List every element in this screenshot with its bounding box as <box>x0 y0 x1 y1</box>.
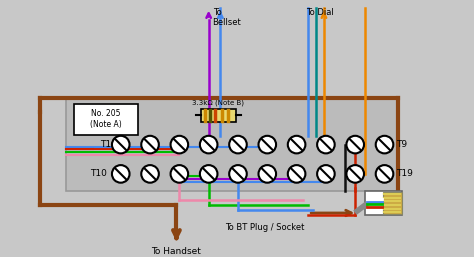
Text: No. 205
(Note A): No. 205 (Note A) <box>90 109 122 129</box>
Circle shape <box>376 136 393 153</box>
FancyBboxPatch shape <box>365 191 402 215</box>
Text: 3.3kΩ (Note B): 3.3kΩ (Note B) <box>192 99 245 106</box>
Circle shape <box>112 165 129 183</box>
Circle shape <box>229 136 247 153</box>
Circle shape <box>317 136 335 153</box>
Circle shape <box>317 165 335 183</box>
Circle shape <box>288 136 305 153</box>
Circle shape <box>346 136 364 153</box>
Text: T10: T10 <box>90 169 107 178</box>
Text: To
Bellset: To Bellset <box>212 8 241 27</box>
Circle shape <box>200 165 218 183</box>
Circle shape <box>258 136 276 153</box>
Text: To Handset: To Handset <box>152 247 201 256</box>
Circle shape <box>171 136 188 153</box>
Circle shape <box>229 165 247 183</box>
Circle shape <box>346 165 364 183</box>
FancyBboxPatch shape <box>74 104 138 135</box>
Circle shape <box>258 165 276 183</box>
FancyBboxPatch shape <box>66 98 398 190</box>
Text: T9: T9 <box>396 140 407 149</box>
Circle shape <box>200 136 218 153</box>
Circle shape <box>112 136 129 153</box>
FancyBboxPatch shape <box>201 109 236 122</box>
Circle shape <box>141 165 159 183</box>
Text: T19: T19 <box>396 169 413 178</box>
FancyBboxPatch shape <box>383 192 402 214</box>
Circle shape <box>141 136 159 153</box>
Text: To Dial: To Dial <box>306 8 334 17</box>
Circle shape <box>376 165 393 183</box>
Text: To BT Plug / Socket: To BT Plug / Socket <box>225 223 304 232</box>
Circle shape <box>171 165 188 183</box>
Circle shape <box>288 165 305 183</box>
Text: T1: T1 <box>100 140 111 149</box>
